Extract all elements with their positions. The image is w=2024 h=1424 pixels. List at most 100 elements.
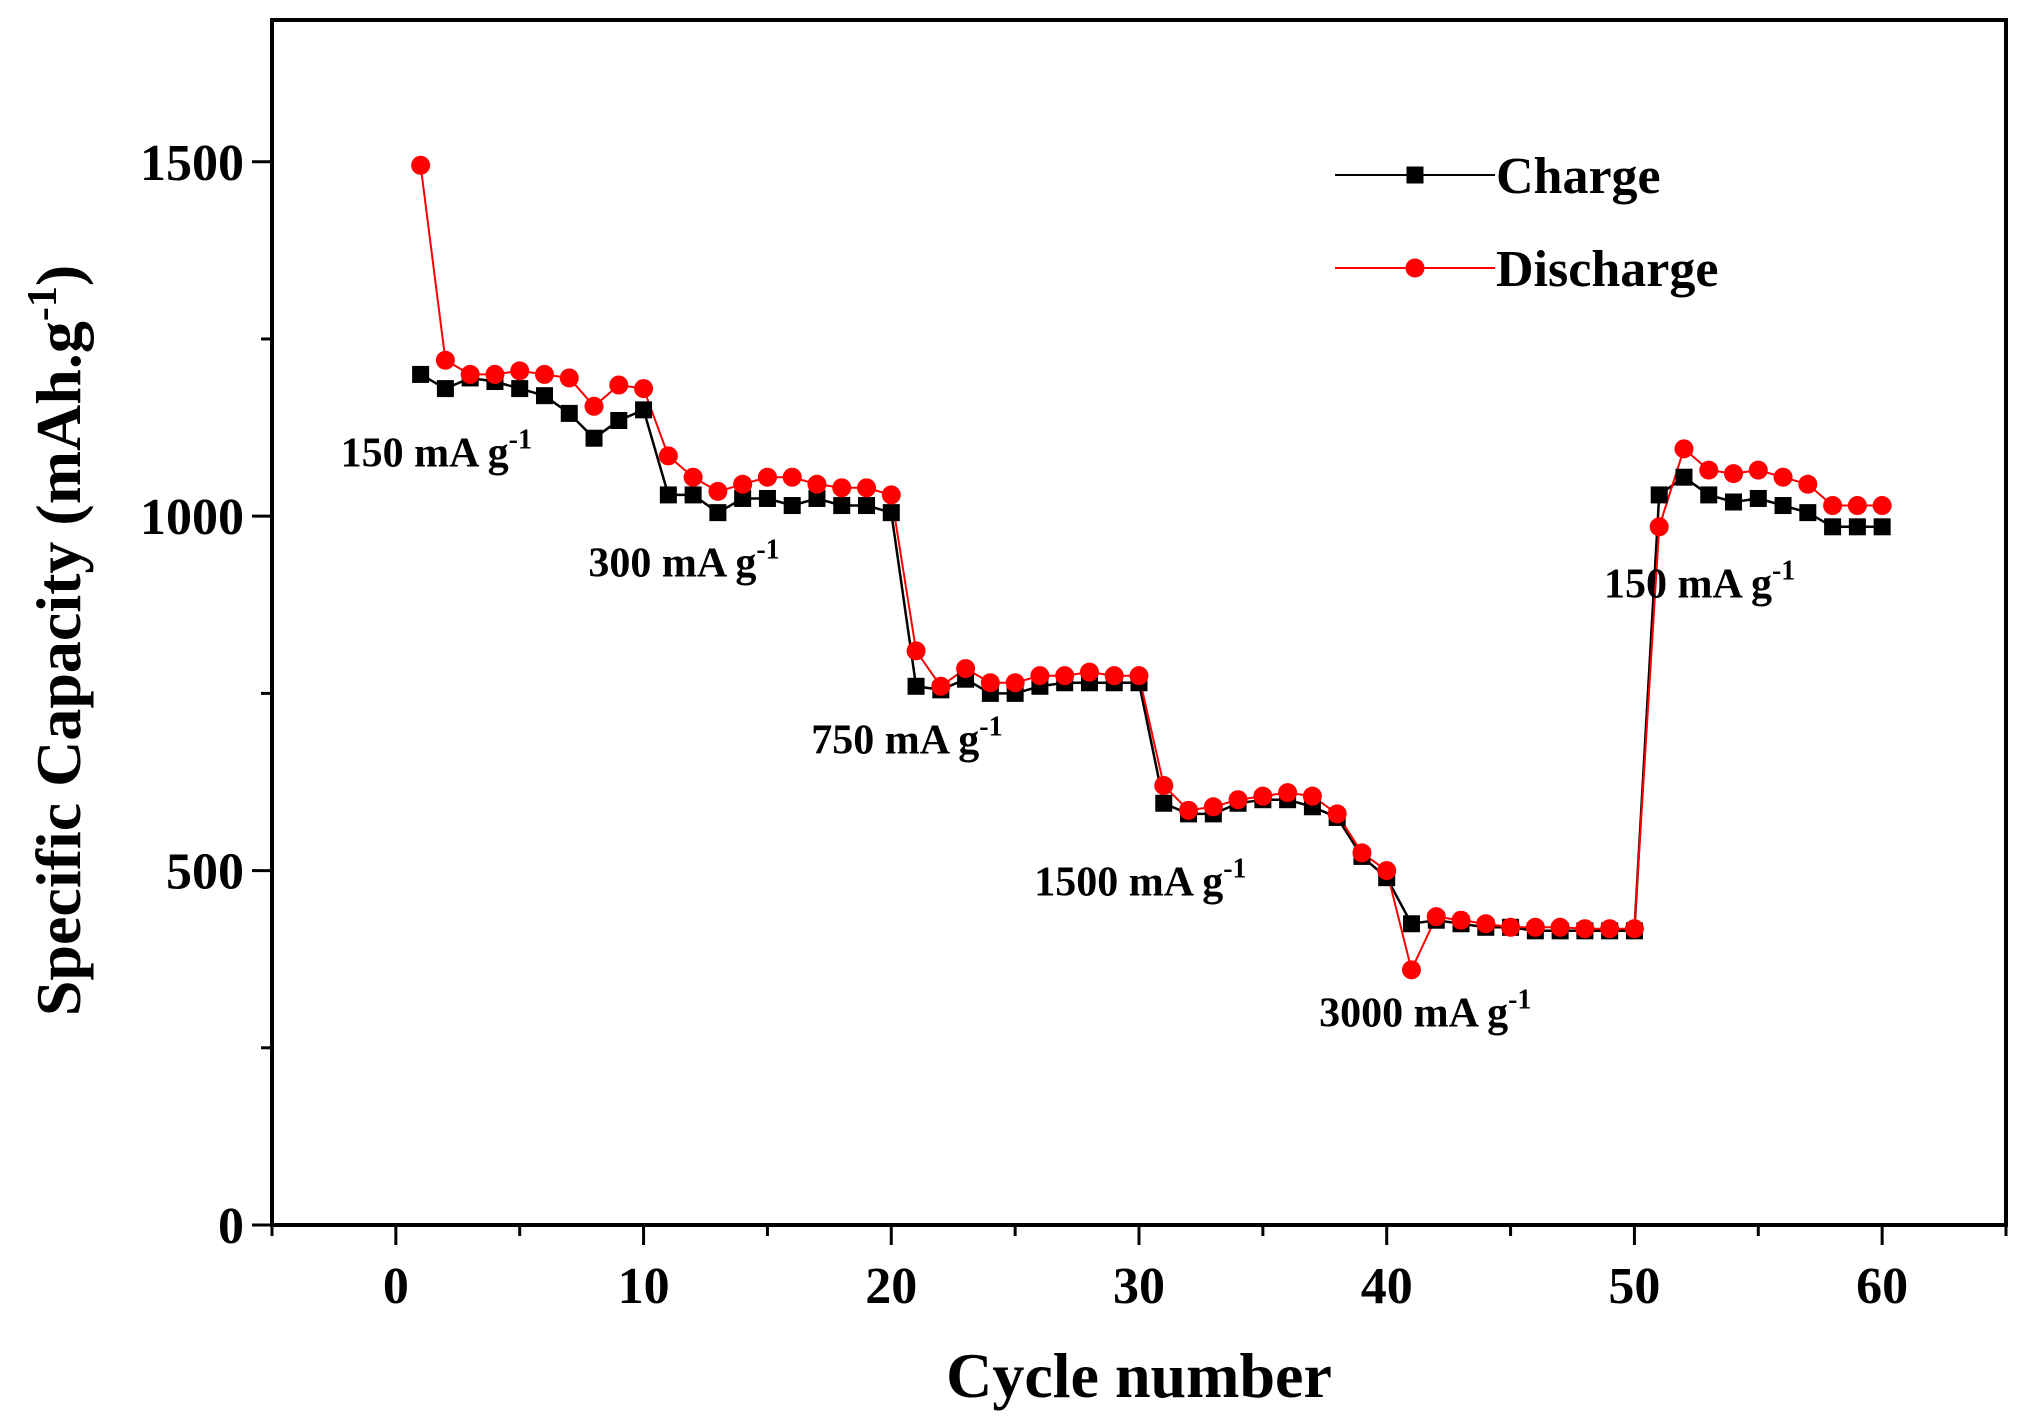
y-tick-label: 1500 xyxy=(140,135,244,192)
legend-charge-label: Charge xyxy=(1496,148,1661,205)
charge-point xyxy=(535,387,553,405)
charge-point xyxy=(412,365,430,383)
charge-point xyxy=(907,677,925,695)
legend-discharge-marker xyxy=(1405,258,1425,278)
charge-point xyxy=(1650,486,1668,504)
charge-point xyxy=(1873,518,1891,536)
discharge-point xyxy=(1079,662,1099,682)
charge-point xyxy=(1749,489,1767,507)
discharge-point xyxy=(757,467,777,487)
rate-annotation: 750 mA g-1 xyxy=(811,712,1002,764)
discharge-point xyxy=(634,379,654,399)
charge-point xyxy=(610,411,628,429)
discharge-point xyxy=(609,375,629,395)
axis-ticks: 0 10 20 30 40 50 60 0 500 1000 1500 xyxy=(140,135,2008,1315)
x-tick-label: 30 xyxy=(1113,1258,1165,1315)
rate-annotation: 1500 mA g-1 xyxy=(1034,853,1246,905)
discharge-point xyxy=(708,481,728,501)
charge-point xyxy=(436,380,454,398)
charge-point xyxy=(783,497,801,515)
discharge-point xyxy=(1823,496,1843,516)
discharge-point xyxy=(1674,439,1694,459)
discharge-point xyxy=(1550,917,1570,937)
x-tick-label: 0 xyxy=(383,1258,409,1315)
rate-annotation: 3000 mA g-1 xyxy=(1319,985,1531,1037)
y-tick-label: 500 xyxy=(166,844,244,901)
discharge-point xyxy=(435,350,455,370)
discharge-point xyxy=(1055,666,1075,686)
discharge-point xyxy=(1302,786,1322,806)
discharge-point xyxy=(1104,666,1124,686)
discharge-point xyxy=(857,478,877,498)
discharge-point xyxy=(1748,460,1768,480)
discharge-point xyxy=(1773,467,1793,487)
discharge-point xyxy=(1872,496,1892,516)
rate-annotation: 150 mA g-1 xyxy=(1604,556,1795,608)
charge-point xyxy=(511,380,529,398)
rate-annotation: 300 mA g-1 xyxy=(588,534,779,586)
legend-charge-marker xyxy=(1406,166,1424,184)
y-tick-label: 0 xyxy=(218,1198,244,1255)
discharge-point xyxy=(1278,783,1298,803)
discharge-point xyxy=(1575,919,1595,939)
y-tick-label: 1000 xyxy=(140,489,244,546)
charge-point xyxy=(684,486,702,504)
x-axis-title: Cycle number xyxy=(946,1340,1332,1411)
charge-point xyxy=(1675,468,1693,486)
discharge-point xyxy=(906,641,926,661)
charge-point xyxy=(833,497,851,515)
legend-discharge-label: Discharge xyxy=(1496,241,1718,298)
charge-point xyxy=(808,489,826,507)
discharge-point xyxy=(1030,666,1050,686)
discharge-point xyxy=(980,673,1000,693)
discharge-point xyxy=(1724,464,1744,484)
discharge-point xyxy=(1377,861,1397,881)
discharge-point xyxy=(1179,800,1199,820)
discharge-point xyxy=(1451,910,1471,930)
discharge-point xyxy=(534,364,554,384)
discharge-point xyxy=(1426,907,1446,927)
discharge-point xyxy=(1798,474,1818,494)
discharge-point xyxy=(584,396,604,416)
y-axis-title-main: Specific Capacity (mAh.g xyxy=(23,321,94,1016)
discharge-point xyxy=(782,467,802,487)
x-tick-label: 20 xyxy=(865,1258,917,1315)
discharge-point xyxy=(931,676,951,696)
discharge-point xyxy=(1228,790,1248,810)
x-tick-label: 10 xyxy=(618,1258,670,1315)
charge-point xyxy=(1155,794,1173,812)
charge-point xyxy=(635,401,653,419)
legend: Charge Discharge xyxy=(1335,148,1718,298)
charge-point xyxy=(758,489,776,507)
discharge-point xyxy=(1005,673,1025,693)
charge-point xyxy=(1402,915,1420,933)
discharge-point xyxy=(1327,804,1347,824)
charge-point xyxy=(1700,486,1718,504)
discharge-series-line xyxy=(419,165,1883,973)
x-tick-label: 50 xyxy=(1608,1258,1660,1315)
discharge-point xyxy=(485,364,505,384)
y-axis-title: Specific Capacity (mAh.g-1) xyxy=(20,265,94,1016)
discharge-point xyxy=(510,361,530,381)
discharge-point xyxy=(956,659,976,679)
discharge-point xyxy=(411,155,431,175)
charge-point xyxy=(1774,497,1792,515)
discharge-point xyxy=(559,368,579,388)
discharge-point xyxy=(1203,797,1223,817)
discharge-point xyxy=(1476,914,1496,934)
series-layer xyxy=(411,155,1892,980)
discharge-point xyxy=(1624,919,1644,939)
charge-point xyxy=(659,486,677,504)
charge-point xyxy=(1725,493,1743,511)
charge-point xyxy=(734,489,752,507)
charge-point xyxy=(1824,518,1842,536)
discharge-point xyxy=(1501,917,1521,937)
charge-point xyxy=(585,429,603,447)
x-tick-label: 40 xyxy=(1361,1258,1413,1315)
discharge-point xyxy=(1847,496,1867,516)
discharge-point xyxy=(1253,786,1273,806)
discharge-point xyxy=(1401,960,1421,980)
charge-point xyxy=(709,504,727,522)
